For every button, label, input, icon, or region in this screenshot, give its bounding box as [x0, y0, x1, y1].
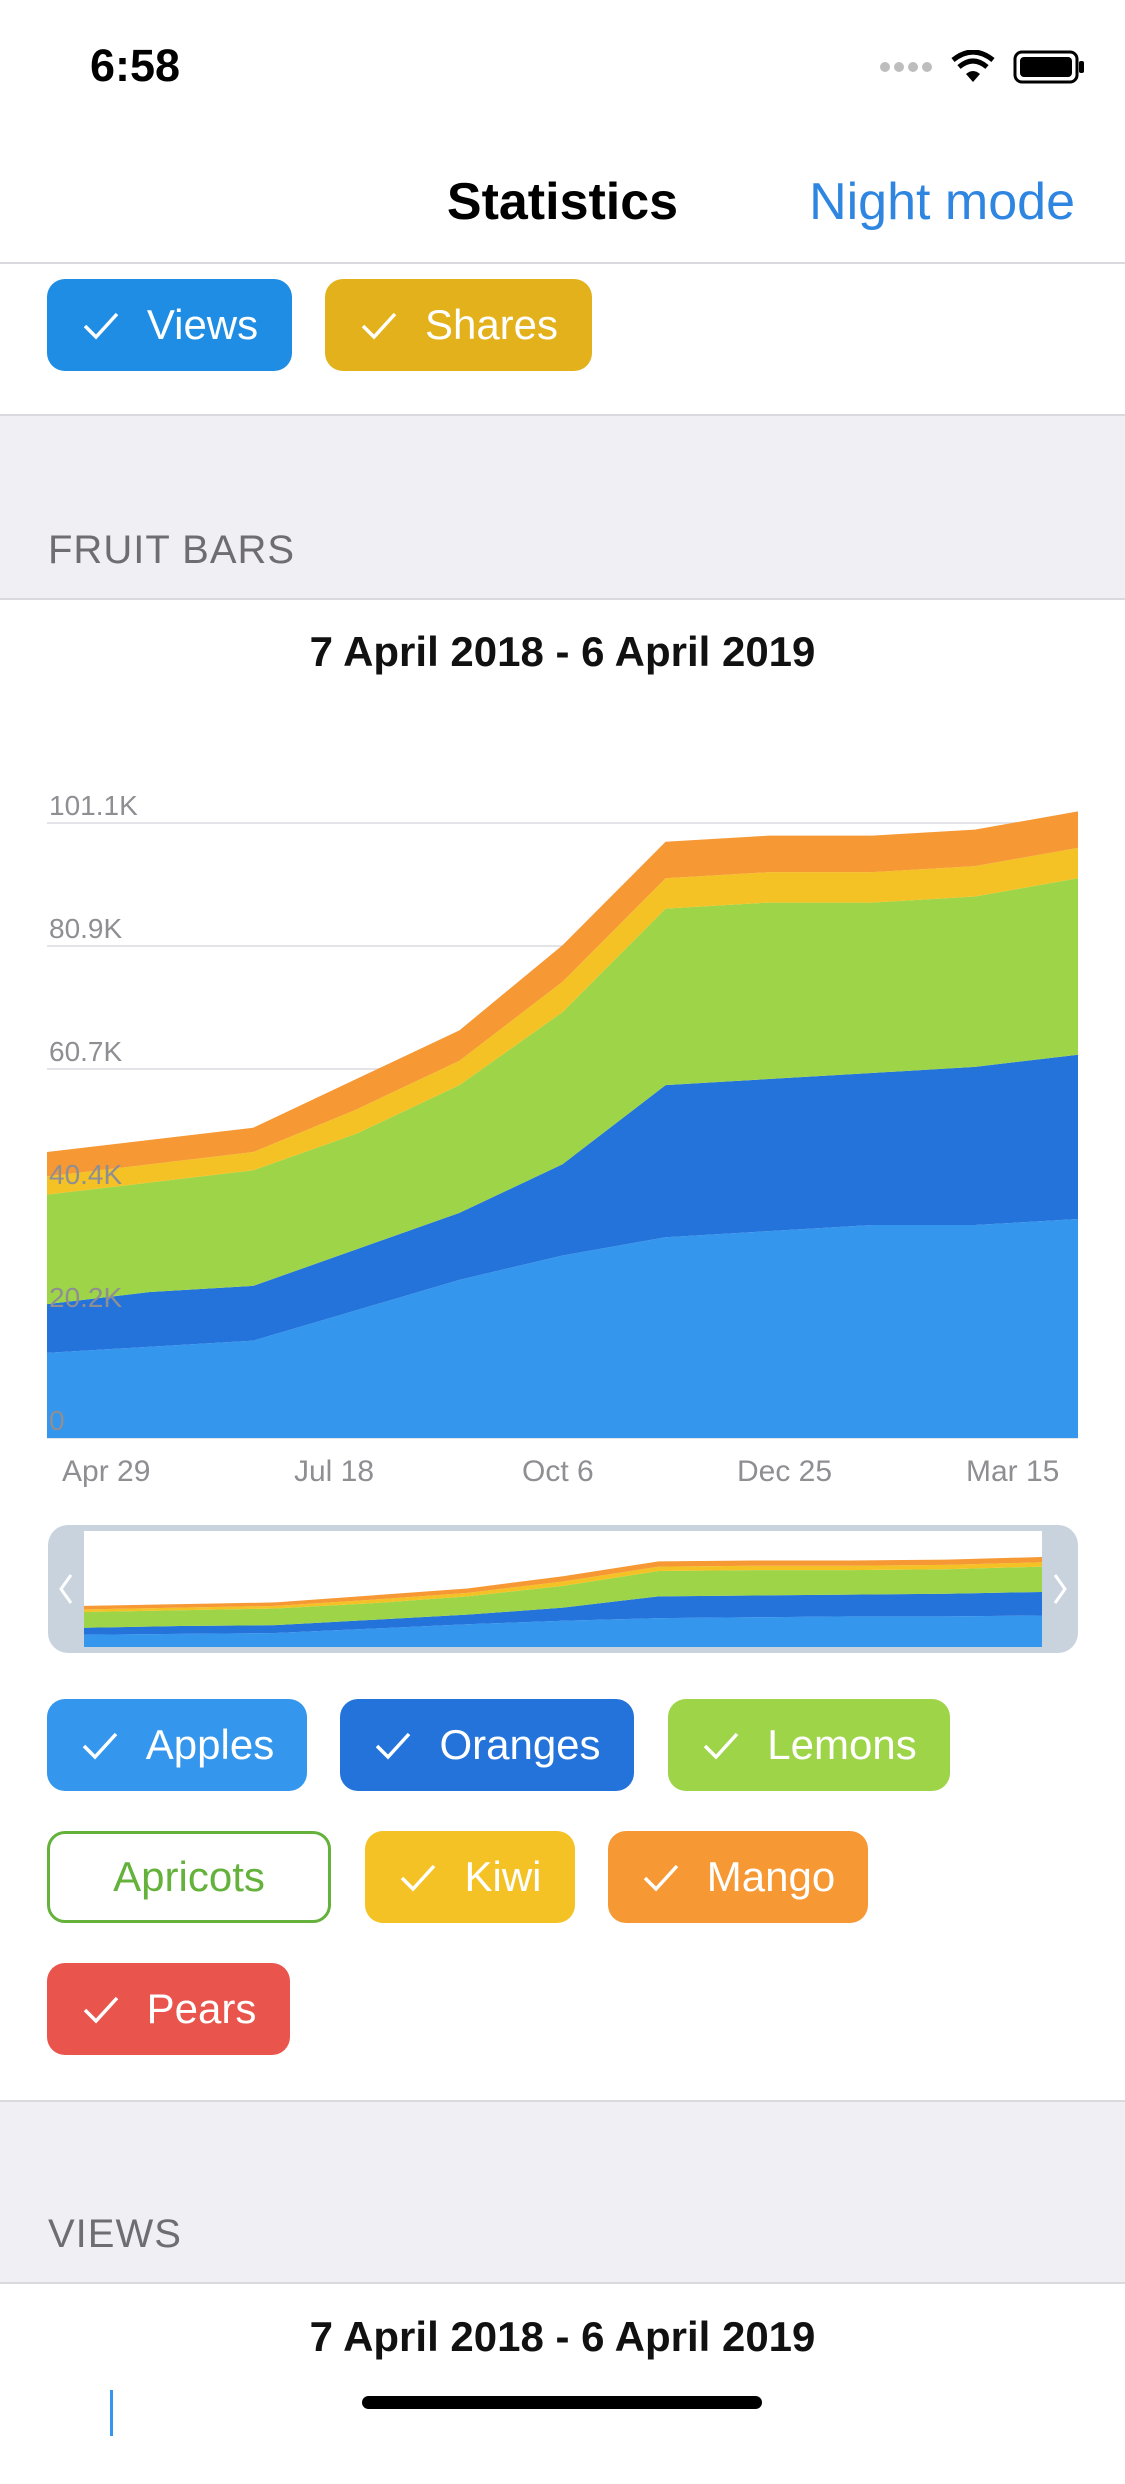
y-tick-label: 40.4K [49, 1159, 122, 1190]
signal-icon [879, 60, 933, 74]
x-tick-label: Oct 6 [522, 1455, 594, 1489]
home-indicator[interactable] [362, 2396, 762, 2409]
toggle-label: Views [147, 301, 258, 349]
checkmark-icon [641, 1857, 681, 1897]
toggle-label: Mango [707, 1853, 835, 1901]
toggle-shares[interactable]: Shares [325, 279, 592, 371]
checkmark-icon [373, 1725, 413, 1765]
fruit-bars-chart: 0 20.2K 40.4K 60.7K 80.9K 101.1K [0, 680, 1125, 1480]
views-date-range: 7 April 2018 - 6 April 2019 [0, 2313, 1125, 2361]
views-chart-line-stub [110, 2390, 113, 2436]
battery-icon [1013, 50, 1085, 84]
y-tick-label: 80.9K [49, 913, 122, 944]
toggle-label: Shares [425, 301, 558, 349]
navigator-left-handle[interactable] [48, 1525, 84, 1653]
navigator-mini-chart [84, 1531, 1042, 1647]
y-tick-label: 20.2K [49, 1282, 122, 1313]
toggle-views[interactable]: Views [47, 279, 292, 371]
checkmark-icon [81, 1989, 121, 2029]
toggle-label: Pears [147, 1985, 257, 2033]
checkmark-icon [701, 1725, 741, 1765]
night-mode-button[interactable]: Night mode [809, 172, 1075, 232]
y-tick-label: 60.7K [49, 1036, 122, 1067]
navigator-right-handle[interactable] [1042, 1525, 1078, 1653]
toggle-apples[interactable]: Apples [47, 1699, 307, 1791]
section-header-views: VIEWS [48, 2212, 182, 2257]
chart-range-navigator[interactable] [48, 1525, 1078, 1653]
checkmark-icon [359, 305, 399, 345]
chart-date-range: 7 April 2018 - 6 April 2019 [0, 628, 1125, 676]
checkmark-icon [398, 1857, 438, 1897]
navigator-window[interactable] [84, 1531, 1042, 1647]
toggle-lemons[interactable]: Lemons [668, 1699, 950, 1791]
x-tick-label: Mar 15 [966, 1455, 1059, 1489]
x-tick-label: Apr 29 [62, 1455, 150, 1489]
x-tick-label: Jul 18 [294, 1455, 374, 1489]
toggle-label: Apples [146, 1721, 274, 1769]
chevron-left-icon [58, 1572, 74, 1606]
x-tick-label: Dec 25 [737, 1455, 832, 1489]
toggle-label: Kiwi [464, 1853, 541, 1901]
chevron-right-icon [1052, 1572, 1068, 1606]
wifi-icon [951, 50, 995, 84]
checkmark-icon [80, 1725, 120, 1765]
toggle-oranges[interactable]: Oranges [340, 1699, 634, 1791]
status-bar: 6:58 [0, 0, 1125, 132]
status-icons [879, 50, 1085, 84]
checkmark-icon [81, 305, 121, 345]
section-header-fruit-bars: FRUIT BARS [48, 528, 295, 573]
toggle-pears[interactable]: Pears [47, 1963, 290, 2055]
navigation-bar: Statistics Night mode [0, 132, 1125, 264]
y-tick-label: 101.1K [49, 790, 138, 821]
status-time: 6:58 [90, 40, 180, 92]
toggle-label: Apricots [113, 1853, 265, 1901]
toggle-label: Oranges [439, 1721, 600, 1769]
previous-chart-toggles: Views Shares [0, 264, 1125, 416]
toggle-apricots[interactable]: Apricots [47, 1831, 331, 1923]
y-tick-label: 0 [49, 1405, 65, 1436]
toggle-label: Lemons [767, 1721, 916, 1769]
toggle-mango[interactable]: Mango [608, 1831, 868, 1923]
toggle-kiwi[interactable]: Kiwi [365, 1831, 575, 1923]
